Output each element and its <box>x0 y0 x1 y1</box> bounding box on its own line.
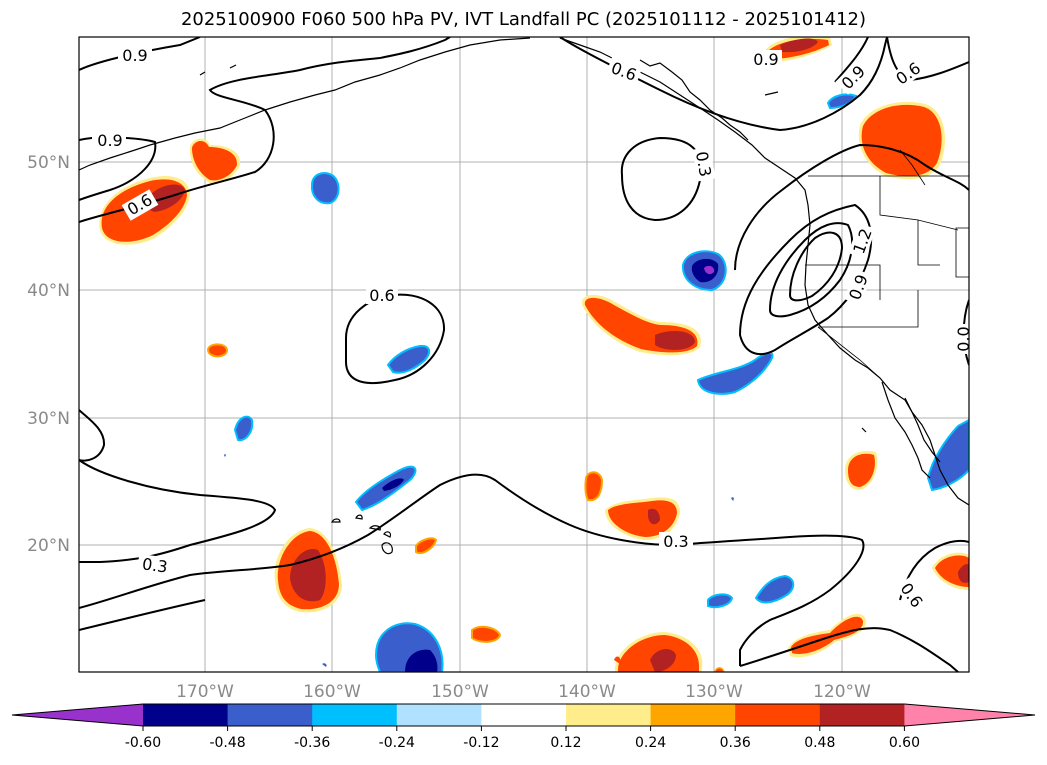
anomaly-blob <box>322 663 327 667</box>
colorbar-segment <box>396 704 482 726</box>
colorbar-tick-label: -0.12 <box>463 735 499 751</box>
map-title: 2025100900 F060 500 hPa PV, IVT Landfall… <box>180 9 867 30</box>
lon-label-130w: 130°W <box>685 682 743 702</box>
lon-label-160w: 160°W <box>303 682 361 702</box>
colorbar-tick-label: 0.36 <box>720 735 751 751</box>
lat-label-30n: 30°N <box>27 409 70 429</box>
colorbar-tick-label: -0.36 <box>294 735 330 751</box>
anomaly-blob <box>681 250 727 292</box>
lon-label-140w: 140°W <box>558 682 616 702</box>
colorbar-segment <box>143 704 229 726</box>
colorbar-segment <box>566 704 652 726</box>
colorbar-tick-label: 0.48 <box>804 735 835 751</box>
anomaly-blob <box>858 101 945 180</box>
colorbar-tick-label: 0.12 <box>550 735 581 751</box>
anomaly-blob <box>206 343 229 358</box>
map-panel <box>79 37 969 672</box>
anomaly-blob <box>310 172 340 205</box>
anomaly-blob <box>584 471 604 502</box>
anomaly-blob <box>707 593 734 609</box>
colorbar-segment <box>481 704 567 726</box>
latitude-labels: 50°N 40°N 30°N 20°N <box>27 153 70 556</box>
colorbar-tick-label: -0.60 <box>125 735 161 751</box>
anomaly-blob <box>754 574 795 604</box>
anomaly-blob <box>932 552 969 590</box>
anomaly-blob <box>731 497 734 501</box>
longitude-labels: 170°W 160°W 150°W 140°W 130°W 120°W <box>176 682 871 702</box>
anomaly-blob <box>415 537 438 554</box>
lat-label-40n: 40°N <box>27 281 70 301</box>
anomaly-blob <box>826 93 858 110</box>
colorbar-segment <box>904 704 1035 726</box>
colorbar-tick-label: 0.24 <box>635 735 666 751</box>
contour-label: 0.9 <box>97 131 122 150</box>
anomaly-blob <box>189 138 241 184</box>
lat-label-50n: 50°N <box>27 153 70 173</box>
contour-label: 0.6 <box>369 286 394 305</box>
lon-label-170w: 170°W <box>176 682 234 702</box>
anomaly-blob <box>714 667 725 672</box>
contour-label: 0.9 <box>753 50 778 69</box>
contour-label: 0.3 <box>141 554 169 576</box>
lat-label-20n: 20°N <box>27 536 70 556</box>
anomaly-blob <box>374 622 444 672</box>
contour-label: 0.3 <box>692 150 715 178</box>
anomaly-blob <box>354 465 417 512</box>
colorbar-segment <box>650 704 736 726</box>
anomaly-blob <box>224 454 226 457</box>
lon-label-120w: 120°W <box>813 682 871 702</box>
colorbar: -0.60 -0.48 -0.36 -0.24 -0.12 0.12 0.24 0.36 0.4… <box>11 703 1036 751</box>
anomaly-blob <box>926 418 969 492</box>
anomaly-blob <box>615 632 703 672</box>
colorbar-tick-label: -0.48 <box>209 735 245 751</box>
anomaly-blob <box>233 415 254 442</box>
colorbar-tick-label: 0.60 <box>889 735 920 751</box>
contour-label: 0.9 <box>122 46 147 65</box>
contour-label: 0.0 <box>954 326 973 351</box>
anomaly-blob <box>605 497 680 540</box>
anomaly-blob <box>614 656 621 664</box>
political-borders <box>805 149 969 379</box>
anomaly-blob <box>471 625 502 643</box>
contour-label: 0.3 <box>663 532 688 551</box>
colorbar-segment <box>12 704 143 726</box>
colorbar-segment <box>819 704 905 726</box>
colorbar-segment <box>227 704 313 726</box>
anomaly-blob <box>581 294 701 356</box>
anomaly-blob <box>696 352 774 395</box>
colorbar-tick-label: -0.24 <box>379 735 415 751</box>
colorbar-segment <box>735 704 821 726</box>
map-frame <box>78 36 970 673</box>
anomaly-blob <box>845 450 878 490</box>
lon-label-150w: 150°W <box>431 682 489 702</box>
negative-anomaly-shading <box>224 93 969 672</box>
anomaly-blob <box>386 344 431 374</box>
colorbar-segment <box>312 704 398 726</box>
